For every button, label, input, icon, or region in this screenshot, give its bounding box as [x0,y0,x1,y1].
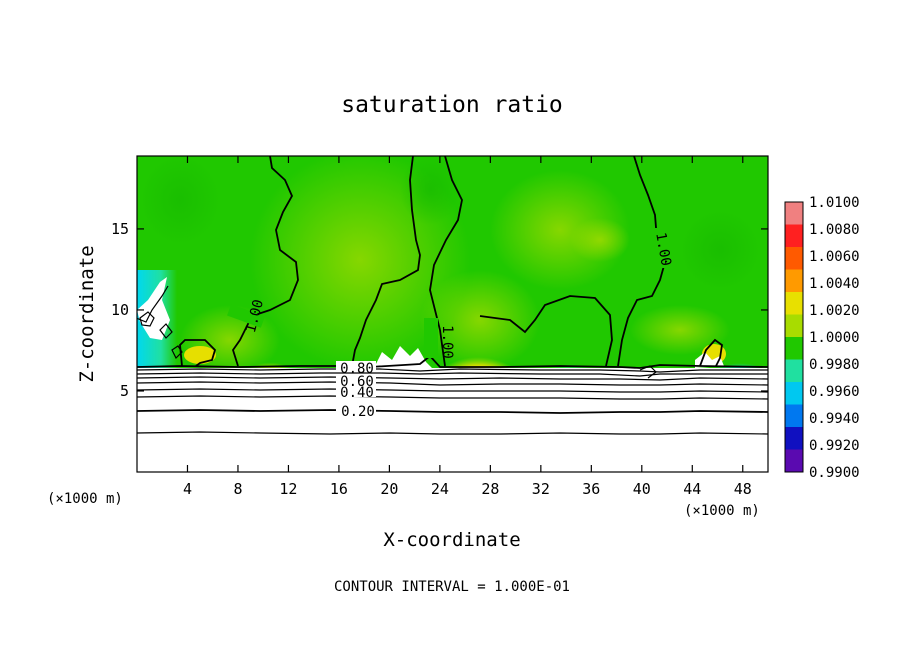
chart-title: saturation ratio [341,92,563,118]
colorbar-segment [785,224,803,248]
colorbar-segment [785,427,803,450]
x-tick-label: 32 [532,480,550,498]
contour-label: 1.00 [652,231,674,267]
colorbar-label: 1.0080 [809,222,860,238]
contour-label: 1.00 [439,325,455,359]
colorbar-label: 0.9960 [809,384,860,400]
colorbar-frame [784,201,804,473]
x-tick-label: 20 [380,480,398,498]
y-tick-label: 10 [111,301,129,319]
colorbar: 1.0100 1.0080 1.0060 1.0040 1.0020 1.0000 0.99… [784,195,860,481]
colorbar-segment [785,404,803,428]
contour-labels: 1.00 1.00 1.00 0.80 0.60 0.40 0.20 [227,228,674,420]
x-tick-label: 44 [683,480,701,498]
x-tick-label: 40 [633,480,651,498]
colorbar-label: 0.9900 [809,465,860,481]
colorbar-segment [785,269,803,293]
x-tick-label: 36 [582,480,600,498]
colorbar-label: 1.0000 [809,330,860,346]
y-tick-label: 5 [120,382,129,400]
colorbar-segment [785,337,803,360]
colorbar-label: 1.0100 [809,195,860,211]
y-tick-label: 15 [111,220,129,238]
contour-label: 0.40 [340,385,374,401]
x-unit-left: (×1000 m) [47,491,123,507]
plot-area: 1.00 1.00 1.00 0.80 0.60 0.40 0.20 [136,155,769,473]
x-axis-label: X-coordinate [383,529,520,551]
contour-interval-note: CONTOUR INTERVAL = 1.000E-01 [334,579,570,595]
colorbar-label: 1.0020 [809,303,860,319]
colorbar-label: 1.0040 [809,276,860,292]
colorbar-segment [785,449,803,473]
contour-lines [137,156,768,435]
contour-label: 0.80 [340,361,374,377]
x-tick-label: 4 [183,480,192,498]
colorbar-segment [785,359,803,383]
x-tick-label: 8 [233,480,242,498]
x-tick-label: 12 [279,480,297,498]
x-tick-label: 28 [481,480,499,498]
colorbar-label: 0.9980 [809,357,860,373]
x-unit-right: (×1000 m) [684,503,760,519]
y-axis: 5 10 15 [111,220,768,400]
x-axis: 4 8 12 16 20 24 28 32 36 40 44 48 [183,156,752,498]
colorbar-segment [785,202,803,225]
contour-label: 0.20 [341,404,375,420]
colorbar-segment [785,314,803,338]
plot-frame [136,155,769,473]
x-tick-label: 24 [431,480,449,498]
colorbar-label: 0.9940 [809,411,860,427]
colorbar-segment [785,247,803,270]
y-axis-label: Z-coordinate [76,245,98,382]
colorbar-segment [785,382,803,405]
x-tick-label: 48 [734,480,752,498]
colorbar-label: 1.0060 [809,249,860,265]
colorbar-segment [785,292,803,315]
x-tick-label: 16 [330,480,348,498]
colorbar-label: 0.9920 [809,438,860,454]
